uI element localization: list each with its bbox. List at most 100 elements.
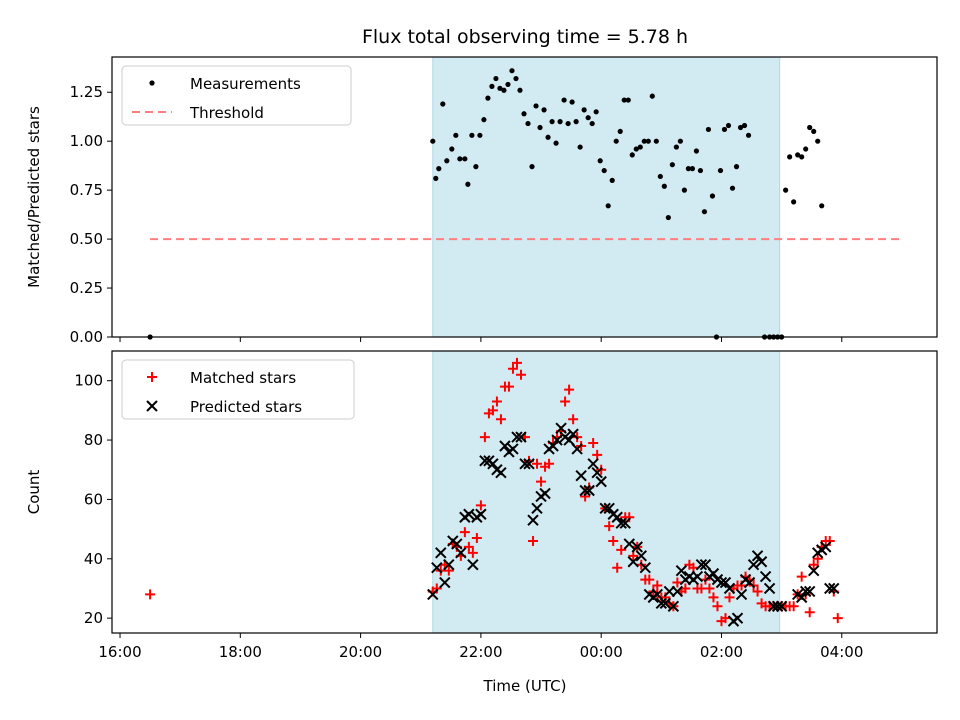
data-point [725, 122, 732, 129]
data-point [812, 553, 823, 564]
data-point [489, 83, 495, 89]
data-point [787, 154, 793, 160]
data-point [487, 458, 499, 470]
data-point [719, 576, 732, 589]
data-point [507, 363, 518, 374]
data-point [436, 166, 442, 172]
data-point [735, 588, 748, 601]
legend-swatch [146, 400, 158, 412]
data-point [430, 138, 436, 144]
data-point [551, 434, 563, 446]
data-point [763, 582, 776, 595]
data-point [536, 476, 547, 487]
data-point [788, 601, 799, 612]
data-point [473, 164, 479, 170]
data-point [741, 122, 748, 129]
data-point [583, 484, 595, 497]
data-point [803, 585, 816, 598]
data-point [485, 95, 491, 101]
data-point [815, 138, 821, 144]
data-point [737, 124, 744, 131]
data-point [467, 547, 478, 558]
data-point [671, 585, 684, 598]
legend-box [121, 65, 352, 126]
data-point [652, 580, 663, 591]
data-point [695, 559, 708, 571]
data-point [592, 449, 603, 460]
data-point [796, 571, 807, 582]
data-point [619, 517, 631, 529]
data-point [639, 561, 652, 574]
data-point [699, 559, 712, 571]
data-point [704, 583, 715, 594]
data-point [515, 369, 526, 380]
data-point [519, 458, 531, 470]
y-tick-label: 0.25 [70, 279, 103, 297]
series-measurements [147, 68, 825, 340]
y-tick-label: 1.25 [70, 83, 103, 101]
data-point [513, 75, 519, 82]
data-point [515, 431, 527, 443]
data-point [511, 357, 522, 368]
y-tick-label: 1.00 [70, 132, 103, 150]
data-point [532, 458, 543, 469]
data-point [571, 443, 583, 455]
data-point [517, 87, 523, 93]
data-point [807, 124, 813, 131]
data-point [673, 144, 679, 150]
data-point [531, 502, 543, 515]
data-point [828, 582, 840, 595]
figure-title: Flux total observing time = 5.78 h [362, 26, 688, 48]
data-point [681, 187, 687, 193]
data-point [657, 173, 663, 180]
data-point [667, 600, 680, 612]
data-point [627, 556, 639, 568]
x-tick-label: 18:00 [219, 643, 262, 661]
data-point [689, 166, 696, 172]
data-point [615, 517, 627, 529]
data-point [567, 428, 579, 440]
y-axis-label: Count [25, 470, 43, 515]
y-tick-label: 60 [84, 490, 103, 508]
data-point [688, 562, 699, 573]
data-point [499, 440, 511, 452]
data-point [623, 538, 635, 550]
data-point [553, 140, 559, 146]
data-point [637, 144, 643, 150]
data-point [611, 511, 623, 523]
y-tick-label: 40 [84, 550, 103, 568]
data-point [724, 592, 735, 603]
data-point [588, 438, 599, 449]
data-point [659, 597, 672, 610]
data-point [593, 109, 599, 115]
data-point [465, 181, 471, 187]
legend-box [121, 359, 355, 420]
data-point [561, 97, 567, 103]
data-point [527, 514, 539, 526]
data-point [820, 541, 832, 553]
data-point [693, 148, 700, 154]
data-point [457, 156, 463, 162]
data-point [565, 120, 571, 127]
data-point [599, 502, 611, 515]
data-point [495, 466, 507, 479]
legend-label: Predicted stars [190, 398, 302, 416]
ratio-panel: 0.00 0.25 0.50 0.75 1.00 1.25 Matched/Predicte… [25, 56, 938, 346]
data-point [487, 405, 498, 416]
data-point [444, 158, 450, 164]
data-point [609, 177, 615, 183]
data-point [528, 535, 539, 546]
data-point [653, 138, 659, 144]
data-point [617, 128, 623, 135]
data-point [471, 533, 482, 544]
data-point [799, 585, 812, 598]
data-point [493, 75, 499, 82]
data-point [685, 166, 691, 172]
data-point [775, 600, 788, 612]
data-point [807, 564, 820, 577]
data-point [581, 107, 587, 113]
data-point [635, 550, 647, 562]
legend-swatch [149, 80, 155, 86]
data-point [808, 559, 819, 570]
data-point [509, 68, 515, 74]
